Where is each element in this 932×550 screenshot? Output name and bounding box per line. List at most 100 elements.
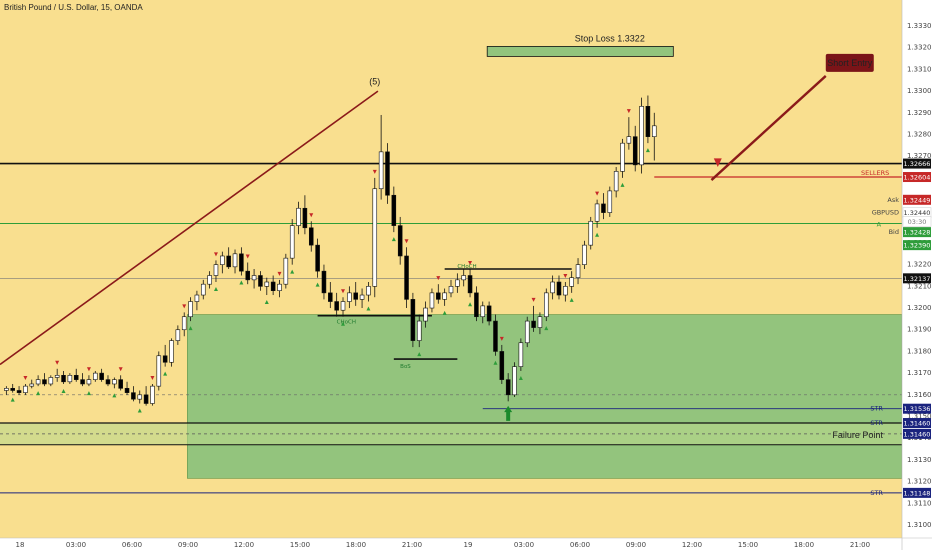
bull-candle <box>537 316 543 328</box>
bull-candle <box>359 294 365 300</box>
sell-marker-icon <box>118 367 123 372</box>
bear-candle <box>467 275 473 294</box>
bull-candle <box>86 379 92 385</box>
sell-marker-icon <box>213 252 218 257</box>
buy-marker-icon <box>213 287 218 292</box>
bull-candle <box>512 366 517 396</box>
chart-title: British Pound / U.S. Dollar, 15, OANDA <box>4 3 143 12</box>
price-badge-text: 1.32390 <box>904 242 931 250</box>
bull-candle <box>67 374 73 383</box>
x-tick-label: 06:00 <box>122 541 142 549</box>
sell-marker-icon <box>595 191 600 196</box>
bull-candle <box>213 264 219 276</box>
bull-candle <box>563 286 568 296</box>
bull-candle <box>639 105 644 166</box>
bull-candle <box>207 275 212 285</box>
buy-marker-icon <box>366 306 371 311</box>
buy-marker-icon <box>10 397 15 402</box>
bull-candle <box>4 388 9 391</box>
x-tick-label: 12:00 <box>682 541 702 549</box>
bull-candle <box>200 283 206 296</box>
buy-marker-icon <box>620 182 625 187</box>
bear-candle <box>436 292 441 300</box>
price-badge-text: 1.31460 <box>904 430 931 438</box>
bear-candle <box>321 270 327 294</box>
bull-candle <box>480 305 486 318</box>
bull-candle <box>347 292 352 302</box>
y-tick-label: 1.33300 <box>907 22 932 30</box>
buy-marker-icon <box>442 310 447 315</box>
price-badge <box>902 216 932 227</box>
bear-candle <box>80 379 85 385</box>
buy-marker-icon <box>341 321 346 326</box>
sell-marker-icon <box>245 254 250 259</box>
price-badge-text: 1.32449 <box>904 196 931 204</box>
bear-candle <box>245 270 251 281</box>
x-tick-label: 12:00 <box>234 541 254 549</box>
x-tick-label: 09:00 <box>626 541 646 549</box>
y-tick-label: 1.31100 <box>907 499 932 507</box>
price-badge <box>903 194 931 205</box>
buy-marker-icon <box>163 371 168 376</box>
bull-candle <box>181 316 187 331</box>
bull-candle <box>518 342 524 367</box>
price-badge-text: 1.32137 <box>904 275 931 283</box>
bear-candle <box>10 388 15 391</box>
wave-label: (5) <box>369 77 380 87</box>
price-badge <box>903 403 931 414</box>
str-label-1: STR <box>870 405 883 413</box>
buy-marker-icon <box>493 360 498 365</box>
bull-candle <box>150 385 155 404</box>
bull-candle <box>448 286 454 294</box>
bear-candle <box>73 374 79 380</box>
y-tick-label: 1.33000 <box>907 87 932 95</box>
sell-marker-icon <box>563 274 568 279</box>
y-tick-label: 1.31900 <box>907 326 932 334</box>
buy-marker-icon <box>645 148 650 153</box>
x-tick-label: 15:00 <box>738 541 758 549</box>
bull-candle <box>582 244 587 265</box>
bear-candle <box>474 292 479 318</box>
bear-candle <box>632 136 638 166</box>
price-badge <box>903 487 931 498</box>
buy-marker-icon <box>86 391 91 396</box>
price-badge <box>903 172 931 183</box>
bear-candle <box>131 392 136 400</box>
buy-marker-icon <box>290 269 295 274</box>
quote-label: Bid <box>889 228 899 236</box>
bull-candle <box>296 207 301 226</box>
y-tick-label: 1.31200 <box>907 478 932 486</box>
bull-candle <box>594 203 600 222</box>
x-tick-label: 18:00 <box>346 541 366 549</box>
x-tick-label: 03:00 <box>514 541 534 549</box>
price-badge-text: 1.32604 <box>904 174 931 182</box>
bull-candle <box>575 264 581 278</box>
bull-candle <box>277 283 282 291</box>
quote-label: GBPUSD <box>872 209 899 217</box>
bear-candle <box>353 292 358 300</box>
short-entry-line <box>710 75 827 181</box>
bull-candle <box>137 394 143 400</box>
x-tick-label: 19 <box>464 541 473 549</box>
x-tick-label: 15:00 <box>290 541 310 549</box>
bear-candle <box>505 379 511 396</box>
choch-label-2: CHoCH <box>457 264 476 270</box>
x-tick-label: 09:00 <box>178 541 198 549</box>
price-badge-text: 03:30 <box>908 218 927 226</box>
failure-point-label: Failure Point <box>832 430 883 440</box>
bos-label: BoS <box>400 364 411 370</box>
bull-candle <box>423 307 428 322</box>
bear-candle <box>410 299 416 341</box>
y-tick-label: 1.31700 <box>907 369 932 377</box>
bull-candle <box>340 301 346 311</box>
bull-candle <box>620 142 625 172</box>
x-tick-label: 18:00 <box>794 541 814 549</box>
bear-candle <box>397 225 403 257</box>
price-badge <box>903 227 931 238</box>
buy-marker-icon <box>468 302 473 307</box>
buy-marker-icon <box>518 375 523 380</box>
sell-marker-icon <box>531 297 536 302</box>
y-tick-label: 1.32700 <box>907 152 932 160</box>
bear-candle <box>499 351 505 380</box>
